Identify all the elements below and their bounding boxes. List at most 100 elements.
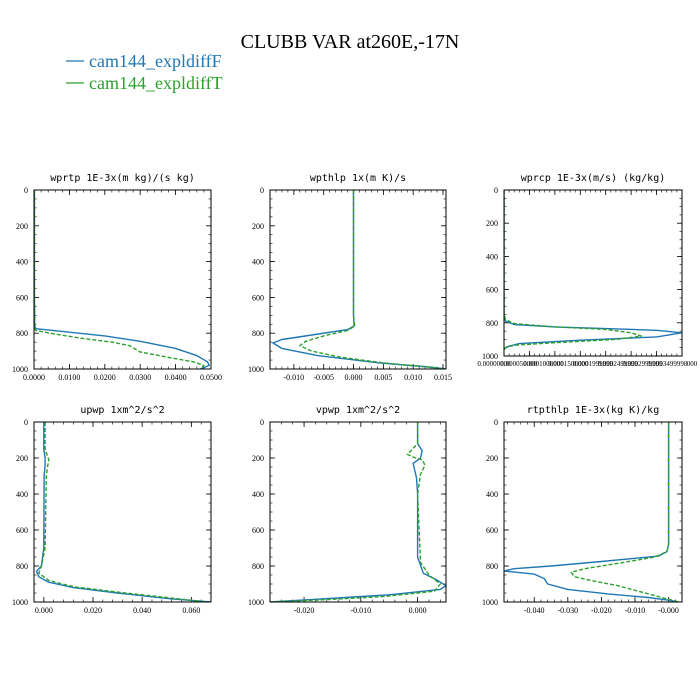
y-tick-label: 200 <box>252 454 264 463</box>
x-tick-label: 0.000 <box>35 606 53 615</box>
y-tick-label: 0 <box>24 186 28 195</box>
y-tick-label: 1000 <box>248 365 264 374</box>
series-line-expldiffT <box>570 422 679 602</box>
y-tick-label: 1000 <box>12 598 28 607</box>
series-line-expldiffF <box>270 422 446 602</box>
series-line-expldiffT <box>299 190 444 369</box>
plot-frame <box>503 421 683 603</box>
y-tick-label: 1000 <box>482 352 498 361</box>
figure-title: CLUBB VAR at260E,-17N <box>241 31 460 53</box>
y-tick-label: 600 <box>252 293 264 302</box>
x-tick-label: 0.0100 <box>58 373 80 382</box>
x-tick-label: -0.020 <box>591 606 612 615</box>
x-tick-label: 0.060 <box>182 606 200 615</box>
y-tick-label: 400 <box>486 490 498 499</box>
x-tick-label: 000 <box>687 360 698 368</box>
y-tick-label: 400 <box>252 258 264 267</box>
y-tick-label: 200 <box>16 454 28 463</box>
y-tick-label: 600 <box>16 526 28 535</box>
x-tick-label: 0.0300 <box>129 373 151 382</box>
panel-3: wprcp 1E-3x(m/s) (kg/kg) 0 200 400 600 800 100… <box>477 173 697 368</box>
x-tick-label: 0.0001500000 <box>548 360 589 368</box>
y-tick-label: 0 <box>494 418 498 427</box>
panel-title: wpthlp 1x(m K)/s <box>310 173 406 184</box>
series-line-expldiffF <box>34 190 210 369</box>
figure-legend: cam144_expldiffF cam144_expldiffT <box>66 51 223 93</box>
y-tick-label: 600 <box>16 293 28 302</box>
series-line-expldiffT <box>38 422 207 602</box>
y-tick-label: 0 <box>260 418 264 427</box>
x-tick-label: -0.010 <box>284 373 305 382</box>
x-tick-label: -0.005 <box>313 373 334 382</box>
plot-frame <box>503 189 683 357</box>
y-tick-label: 400 <box>252 490 264 499</box>
x-tick-label: 0.0000 <box>23 373 45 382</box>
y-tick-label: 200 <box>486 454 498 463</box>
x-tick-label: 0.0500 <box>200 373 222 382</box>
x-tick-label: 0.000 <box>345 373 363 382</box>
y-tick-label: 800 <box>16 329 28 338</box>
x-tick-label: 0.040 <box>133 606 151 615</box>
legend-label-expldiffF: cam144_expldiffF <box>89 51 222 71</box>
panel-grid: wprtp 1E-3x(m kg)/(s kg) 0 200 400 600 800 100… <box>12 173 698 615</box>
y-tick-label: 0 <box>260 186 264 195</box>
panel-title: wprcp 1E-3x(m/s) (kg/kg) <box>521 173 666 184</box>
y-tick-label: 1000 <box>12 365 28 374</box>
y-tick-label: 200 <box>486 219 498 228</box>
y-tick-label: 200 <box>16 222 28 231</box>
y-tick-label: 800 <box>252 562 264 571</box>
panel-1: wprtp 1E-3x(m kg)/(s kg) 0 200 400 600 800 100… <box>12 173 222 382</box>
x-tick-label: -0.010 <box>351 606 372 615</box>
y-tick-label: 600 <box>486 286 498 295</box>
x-tick-label: 0.0002499999 <box>598 360 639 368</box>
x-tick-label: 0.005 <box>374 373 392 382</box>
x-tick-label: 0.020 <box>84 606 102 615</box>
y-tick-label: 0 <box>24 418 28 427</box>
plot-frame <box>33 421 212 603</box>
y-tick-label: 600 <box>252 526 264 535</box>
x-tick-label: 0.010 <box>404 373 422 382</box>
series-line-expldiffT <box>34 190 205 369</box>
panel-5: vpwp 1xm^2/s^2 0 200 400 600 800 1000 -0.020 -0.… <box>248 405 447 615</box>
x-tick-label: 0.0002999999 <box>622 360 663 368</box>
y-tick-label: 800 <box>16 562 28 571</box>
series-line-expldiffT <box>504 190 642 351</box>
y-tick-label: 1000 <box>482 598 498 607</box>
x-tick-label: 0.000 <box>409 606 427 615</box>
y-tick-label: 400 <box>486 252 498 261</box>
y-tick-label: 1000 <box>248 598 264 607</box>
series-line-expldiffT <box>270 422 441 602</box>
x-tick-label: -0.020 <box>294 606 315 615</box>
x-tick-label: 0.0001999999 <box>573 360 614 368</box>
series-line-expldiffF <box>35 422 211 602</box>
plot-frame <box>269 189 447 370</box>
y-tick-label: 800 <box>486 562 498 571</box>
series-line-expldiffF <box>504 190 682 350</box>
y-tick-label: 600 <box>486 526 498 535</box>
x-tick-label: 0.0400 <box>165 373 187 382</box>
panel-title: vpwp 1xm^2/s^2 <box>316 405 400 416</box>
y-tick-label: 200 <box>252 222 264 231</box>
x-tick-label: 0.015 <box>434 373 452 382</box>
y-tick-label: 0 <box>494 186 498 195</box>
x-tick-label: -0.030 <box>557 606 578 615</box>
panel-title: wprtp 1E-3x(m kg)/(s kg) <box>50 173 195 184</box>
panel-title: rtpthlp 1E-3x(kg K)/kg <box>527 405 659 416</box>
y-tick-label: 400 <box>16 490 28 499</box>
x-tick-label: 0.0003499998 <box>647 360 688 368</box>
x-tick-label: -0.040 <box>524 606 545 615</box>
x-tick-label: 0.0001000000 <box>523 360 564 368</box>
x-tick-label: 0.0200 <box>94 373 116 382</box>
x-tick-label: 0.00000000 <box>477 360 511 368</box>
plot-frame <box>33 189 212 370</box>
panel-2: wpthlp 1x(m K)/s 0 200 400 600 800 1000 -0.010-… <box>248 173 452 382</box>
x-tick-label: -0.000 <box>658 606 679 615</box>
panel-title: upwp 1xm^2/s^2 <box>80 405 164 416</box>
y-tick-label: 800 <box>486 319 498 328</box>
legend-label-expldiffT: cam144_expldiffT <box>89 73 223 93</box>
plot-frame <box>269 421 447 603</box>
panel-6: rtpthlp 1E-3x(kg K)/kg 0 200 400 600 800 1000 -… <box>482 405 683 615</box>
panel-4: upwp 1xm^2/s^2 0 200 400 600 800 1000 0.000 0.02… <box>12 405 212 615</box>
